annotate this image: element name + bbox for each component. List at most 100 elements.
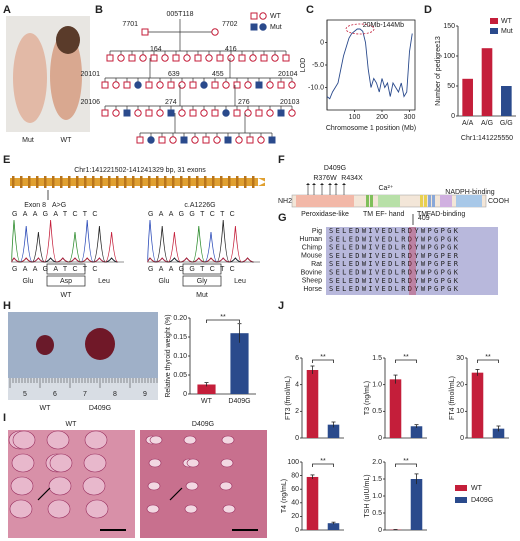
female (288, 109, 296, 117)
amino-acid: Glu (23, 278, 34, 285)
exon (20, 176, 23, 188)
y-tick-label: 2.0 (372, 459, 382, 466)
label: WT (61, 137, 73, 144)
female (257, 136, 265, 144)
exon (68, 176, 71, 188)
y-tick-label: 0 (378, 527, 382, 534)
sequence: GAAGGTCTC (148, 211, 240, 218)
significance: ** (485, 354, 491, 361)
male (250, 12, 258, 20)
significance: ** (403, 458, 409, 465)
x-label: Chromosome 1 position (Mb) (326, 125, 416, 132)
y-tick-label: 0 (295, 527, 299, 534)
x-tick-label: 200 (376, 114, 388, 121)
exon (172, 176, 175, 188)
exon (124, 176, 127, 188)
female (227, 54, 235, 62)
y-tick-label: 0 (183, 391, 187, 398)
male (172, 54, 180, 62)
female (112, 81, 120, 89)
exon (156, 176, 159, 188)
male (255, 81, 263, 89)
male (128, 54, 136, 62)
exon (36, 176, 39, 188)
y-tick-label: 0.05 (173, 372, 187, 379)
sequence: SELEDWIVEDLRDYWPGPGK (329, 277, 460, 285)
bracket (395, 359, 417, 363)
panel-letter: I (3, 412, 6, 424)
ruler-label: 6 (53, 391, 57, 398)
bracket (477, 359, 499, 363)
male (158, 136, 166, 144)
exon (188, 176, 191, 188)
ruler-label: 9 (143, 391, 147, 398)
follicle (149, 435, 163, 445)
species: Rat (311, 261, 322, 268)
trace (147, 225, 254, 263)
male (141, 28, 149, 36)
y-tick-label: 10 (456, 408, 464, 415)
female (266, 109, 274, 117)
pointer (169, 487, 183, 501)
male (255, 109, 263, 117)
domain-label: EF- hand (376, 211, 405, 218)
male (194, 54, 202, 62)
exon (164, 176, 167, 188)
female (139, 54, 147, 62)
ruler (8, 378, 158, 400)
male (233, 81, 241, 89)
male (167, 109, 175, 117)
follicle (147, 481, 161, 491)
female (244, 109, 252, 117)
bar (501, 86, 512, 116)
thyroid (36, 335, 54, 355)
follicle (146, 504, 160, 514)
exon (228, 176, 231, 188)
node: 7702 (222, 21, 238, 28)
y-tick-label: 50 (447, 83, 455, 90)
mutation: R434X (341, 175, 363, 182)
bar (230, 333, 249, 394)
male (136, 136, 144, 144)
y-tick-label: 2 (295, 408, 299, 415)
exon (108, 176, 111, 188)
exon (140, 176, 143, 188)
follicle (83, 453, 107, 473)
position: 409 (418, 215, 430, 222)
follicle (222, 504, 236, 514)
domain-label: TM (417, 211, 427, 218)
x-tick-label: A/G (481, 120, 493, 127)
exon (100, 176, 103, 188)
node: 20106 (81, 99, 101, 106)
y-tick-label: 150 (443, 23, 455, 30)
legend-label: WT (270, 13, 282, 20)
bracket (206, 319, 240, 323)
amino-acid: Asp (60, 278, 72, 285)
male (123, 81, 131, 89)
follicle (148, 458, 162, 468)
exon (92, 176, 95, 188)
sequence: SELEDWIVEDLRDYWPGPER (329, 260, 460, 268)
female (266, 81, 274, 89)
domain (296, 195, 354, 207)
female (244, 81, 252, 89)
sequence: SELEDWIVEDLRDYWPGPGK (329, 244, 460, 252)
node: 7701 (122, 21, 138, 28)
domain (440, 195, 452, 207)
male (216, 54, 224, 62)
follicle (185, 481, 199, 491)
domain-label: FAD-binding (427, 211, 466, 218)
species: Pig (312, 228, 322, 235)
panel-letter: F (278, 154, 285, 166)
mutation: A>G (52, 202, 66, 209)
female (169, 136, 177, 144)
exon (196, 176, 199, 188)
site-head (306, 183, 310, 185)
significance: ** (320, 354, 326, 361)
panel-letter: C (306, 4, 314, 16)
site-head (334, 183, 338, 185)
exon (244, 176, 247, 188)
follicle (47, 499, 71, 519)
lod-line (326, 28, 413, 100)
node: 416 (225, 46, 237, 53)
